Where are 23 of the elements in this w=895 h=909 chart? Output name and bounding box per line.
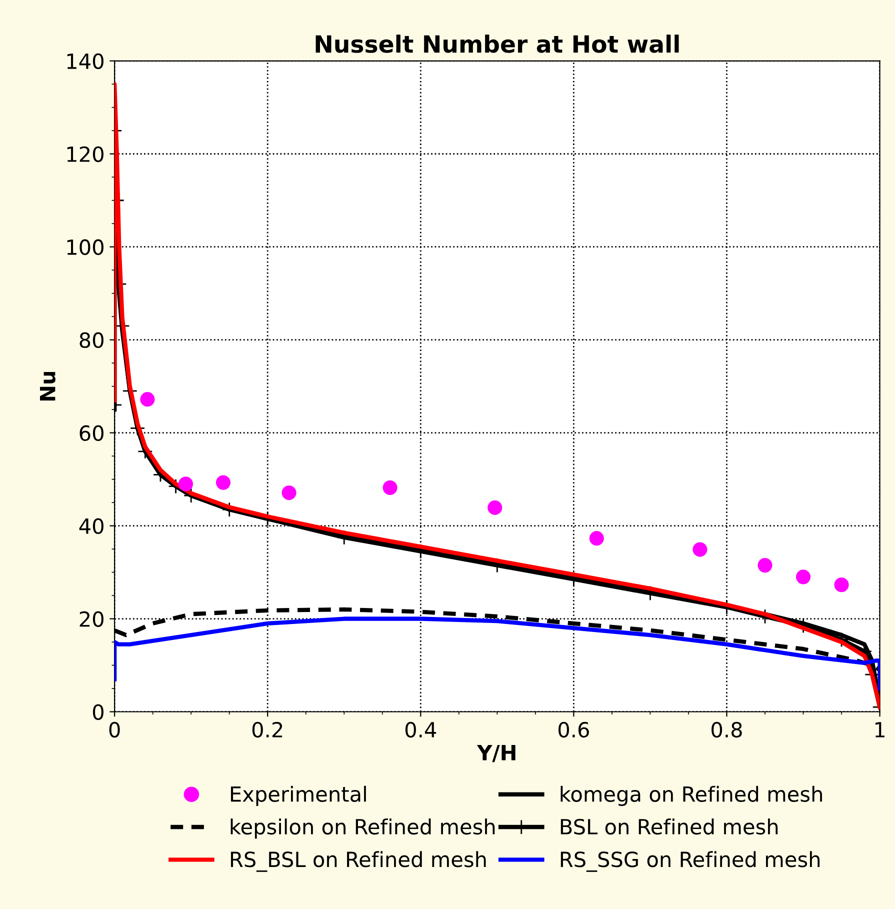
legend-label: BSL on Refined mesh xyxy=(560,818,778,835)
x-axis-title: Y/H xyxy=(476,745,516,762)
x-tick-label: 1 xyxy=(875,722,884,738)
y-tick-label: 140 xyxy=(67,53,104,70)
x-tick-label: 0.4 xyxy=(405,722,436,738)
legend-label: RS_BSL on Refined mesh xyxy=(230,851,486,872)
y-axis-title: Nu xyxy=(40,372,56,401)
x-tick-label: 0.8 xyxy=(712,722,742,738)
y-tick-label: 0 xyxy=(92,704,104,720)
y-tick-label: 100 xyxy=(67,239,104,256)
y-tick-label: 40 xyxy=(79,518,104,534)
y-tick-label: 120 xyxy=(67,146,104,162)
legend-label: Experimental xyxy=(230,786,366,806)
x-tick-label: 0 xyxy=(109,722,120,738)
legend-label: RS_SSG on Refined mesh xyxy=(560,851,820,872)
x-tick-label: 0.2 xyxy=(252,722,282,738)
y-tick-label: 80 xyxy=(80,332,104,348)
y-tick-label: 20 xyxy=(80,611,104,627)
legend-label: kepsilon on Refined mesh xyxy=(230,818,495,839)
chart-title: Nusselt Number at Hot wall xyxy=(316,34,679,53)
y-tick-label: 60 xyxy=(80,425,104,442)
legend-label: komega on Refined mesh xyxy=(560,786,822,806)
x-tick-label: 0.6 xyxy=(558,722,589,738)
